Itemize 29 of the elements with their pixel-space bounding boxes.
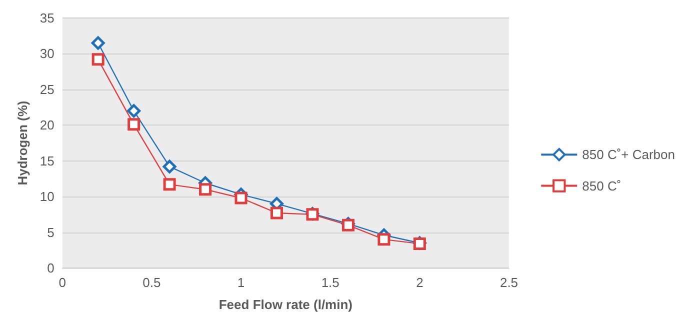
point: [92, 53, 104, 66]
y-tick-label: 5: [47, 224, 54, 240]
y-tick-label: 20: [40, 118, 54, 133]
point: [163, 178, 176, 191]
legend-label: 850 C˚+ Carbon: [582, 147, 676, 162]
x-tick-label: 2: [416, 275, 424, 290]
x-tick-label: 1: [237, 275, 245, 290]
point: [91, 36, 105, 50]
point: [378, 233, 390, 246]
y-tick-label: 30: [40, 46, 54, 62]
point: [127, 104, 141, 118]
x-axis-title: Feed Flow rate (l/min): [218, 297, 352, 312]
point: [342, 218, 354, 232]
y-tick-label: 25: [40, 82, 54, 97]
point: [234, 192, 248, 204]
x-tick-label: 1.5: [321, 275, 340, 290]
point: [162, 160, 176, 174]
point: [199, 183, 212, 196]
y-axis-title: Hydrogen (%): [15, 100, 30, 186]
y-tick-label: 15: [40, 153, 54, 168]
x-tick-label: 0: [58, 275, 66, 290]
legend-label: 850 C˚: [582, 178, 622, 194]
x-tick-label: 2.5: [500, 275, 518, 290]
y-tick-label: 10: [40, 189, 54, 204]
y-tick-label: 0: [47, 260, 54, 276]
x-tick-label: 0.5: [142, 275, 161, 290]
point: [128, 118, 140, 131]
point: [270, 206, 283, 220]
y-tick-label: 35: [40, 10, 54, 26]
